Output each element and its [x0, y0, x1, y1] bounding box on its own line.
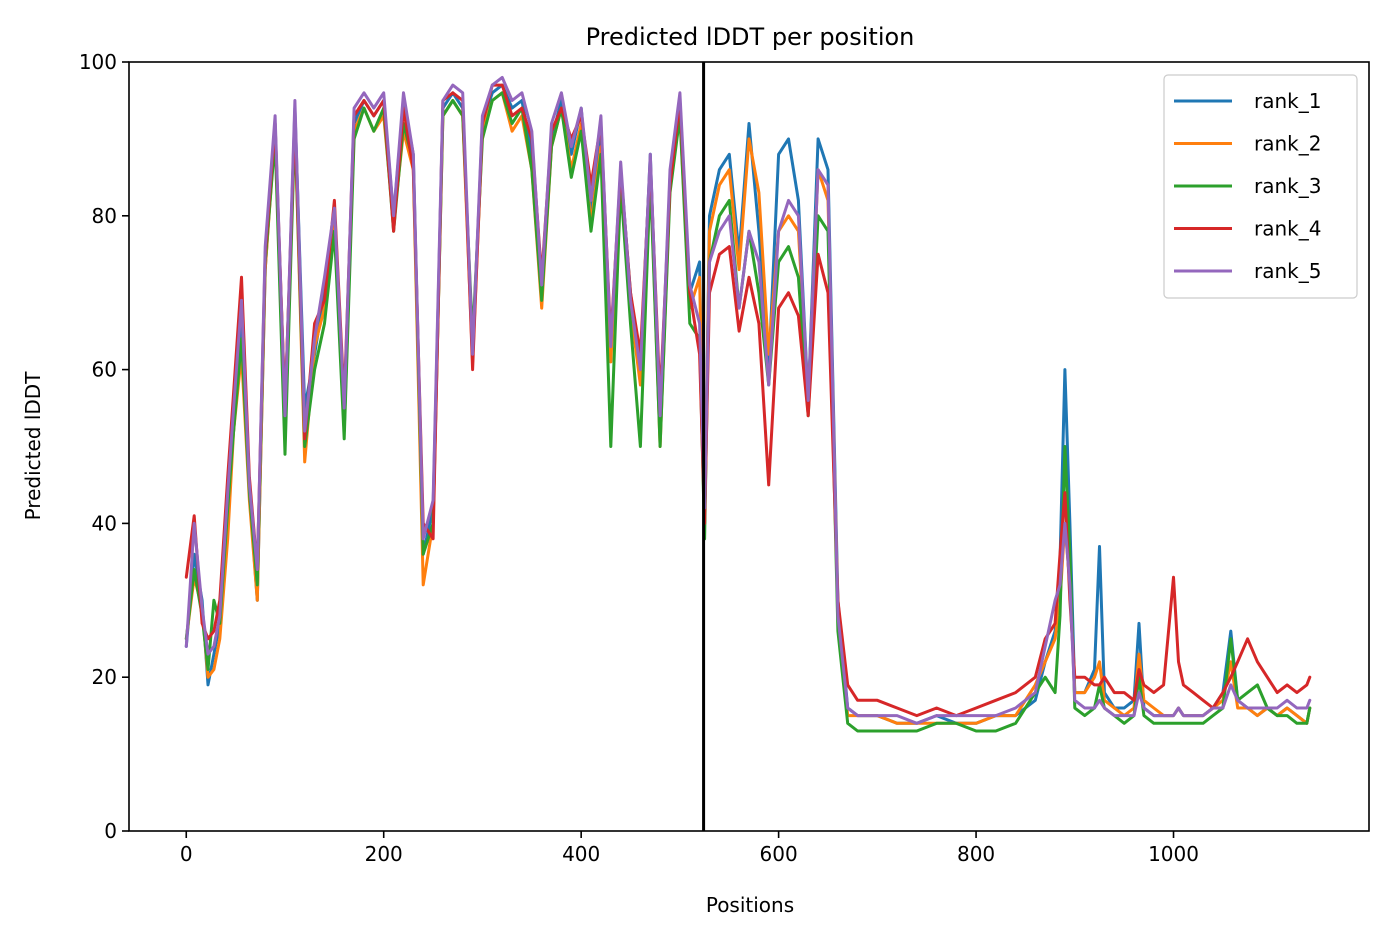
y-tick-label: 100 — [79, 50, 117, 74]
legend-box — [1163, 74, 1358, 299]
plot-frame — [128, 61, 1370, 832]
series-layer — [184, 75, 1312, 733]
y-tick-label: 80 — [92, 204, 117, 228]
y-tick-label: 60 — [92, 358, 117, 382]
legend-label: rank_2 — [1254, 132, 1321, 156]
x-tick-label: 800 — [957, 842, 995, 866]
series-line-rank-4 — [184, 83, 1312, 718]
x-tick-label: 1000 — [1148, 842, 1199, 866]
y-tick-label: 0 — [104, 819, 117, 843]
series-line-rank-3 — [184, 91, 1312, 733]
series-line-rank-1 — [184, 83, 1312, 725]
series-line-rank-2 — [184, 91, 1312, 725]
x-axis: 0 200 400 600 800 1000 — [180, 831, 1199, 866]
legend: rank_1 rank_2 rank_3 rank_4 rank_5 — [1163, 74, 1358, 299]
y-tick-label: 20 — [92, 665, 117, 689]
legend-label: rank_5 — [1254, 259, 1321, 283]
legend-label: rank_3 — [1254, 174, 1321, 198]
x-tick-label: 200 — [365, 842, 403, 866]
legend-label: rank_1 — [1254, 89, 1321, 113]
y-tick-label: 40 — [92, 511, 117, 535]
y-axis-title: Predicted lDDT — [21, 371, 45, 521]
x-axis-title: Positions — [706, 893, 794, 917]
x-tick-label: 400 — [562, 842, 600, 866]
y-axis: 0 20 40 60 80 100 — [79, 50, 129, 843]
x-tick-label: 0 — [180, 842, 193, 866]
plot-area — [128, 61, 1370, 832]
chart-title: Predicted lDDT per position — [586, 23, 915, 51]
legend-items: rank_1 rank_2 rank_3 rank_4 rank_5 — [1174, 89, 1321, 283]
series-line-rank-5 — [184, 75, 1312, 725]
x-tick-label: 600 — [760, 842, 798, 866]
legend-label: rank_4 — [1254, 217, 1321, 241]
